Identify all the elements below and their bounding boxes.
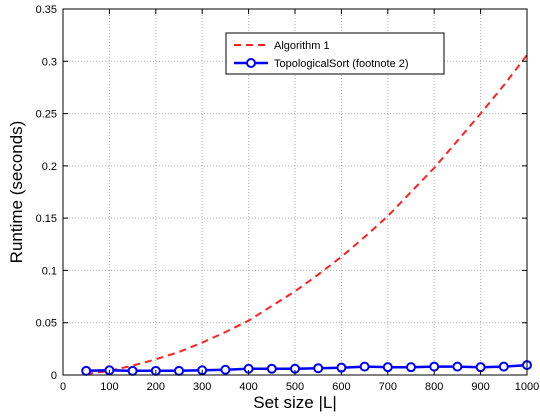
data-point (127, 365, 138, 376)
y-tick-label: 0.3 (42, 56, 57, 68)
y-tick-label: 0 (51, 370, 57, 382)
legend-label-algorithm-1: Algorithm 1 (274, 40, 330, 52)
tick-layer: 0 100 200 300 400 500 600 700 800 900 1000 0 0.05 0.1… (36, 4, 540, 393)
x-tick-label: 800 (425, 381, 443, 393)
data-point (406, 362, 416, 373)
x-tick-label: 900 (471, 381, 489, 393)
y-tick-label: 0.2 (42, 161, 57, 173)
y-tick-label: 0.05 (36, 318, 57, 330)
x-tick-label: 100 (100, 381, 118, 393)
data-point (220, 364, 231, 375)
x-tick-label: 500 (286, 381, 304, 393)
x-axis-label: Set size |L| (253, 393, 336, 412)
data-point (313, 363, 324, 374)
y-tick-label: 0.15 (36, 213, 57, 225)
data-point (174, 365, 184, 376)
data-point (475, 362, 486, 373)
x-tick-label: 400 (239, 381, 257, 393)
legend-box (225, 32, 445, 75)
legend-label-topological-sort: TopologicalSort (footnote 2) (274, 58, 409, 70)
legend-marker-topological-sort (246, 58, 256, 68)
x-tick-label: 0 (60, 381, 66, 393)
x-tick-label: 300 (193, 381, 211, 393)
y-tick-label: 0.25 (36, 109, 57, 121)
data-point (266, 363, 277, 374)
data-point (452, 361, 463, 372)
y-axis-label: Runtime (seconds) (7, 121, 26, 264)
x-tick-label: 200 (147, 381, 165, 393)
x-tick-label: 1000 (515, 381, 539, 393)
data-point (382, 362, 393, 373)
data-point (81, 365, 92, 376)
y-tick-label: 0.35 (36, 4, 57, 16)
x-tick-label: 600 (332, 381, 350, 393)
series-line-0 (86, 54, 528, 375)
data-point (359, 361, 370, 372)
y-tick-label: 0.1 (42, 265, 57, 277)
data-point (429, 361, 440, 372)
x-tick-label: 700 (379, 381, 397, 393)
series-layer (81, 54, 532, 376)
legend: Algorithm 1 TopologicalSort (footnote 2) (225, 32, 445, 75)
data-point (498, 361, 509, 372)
